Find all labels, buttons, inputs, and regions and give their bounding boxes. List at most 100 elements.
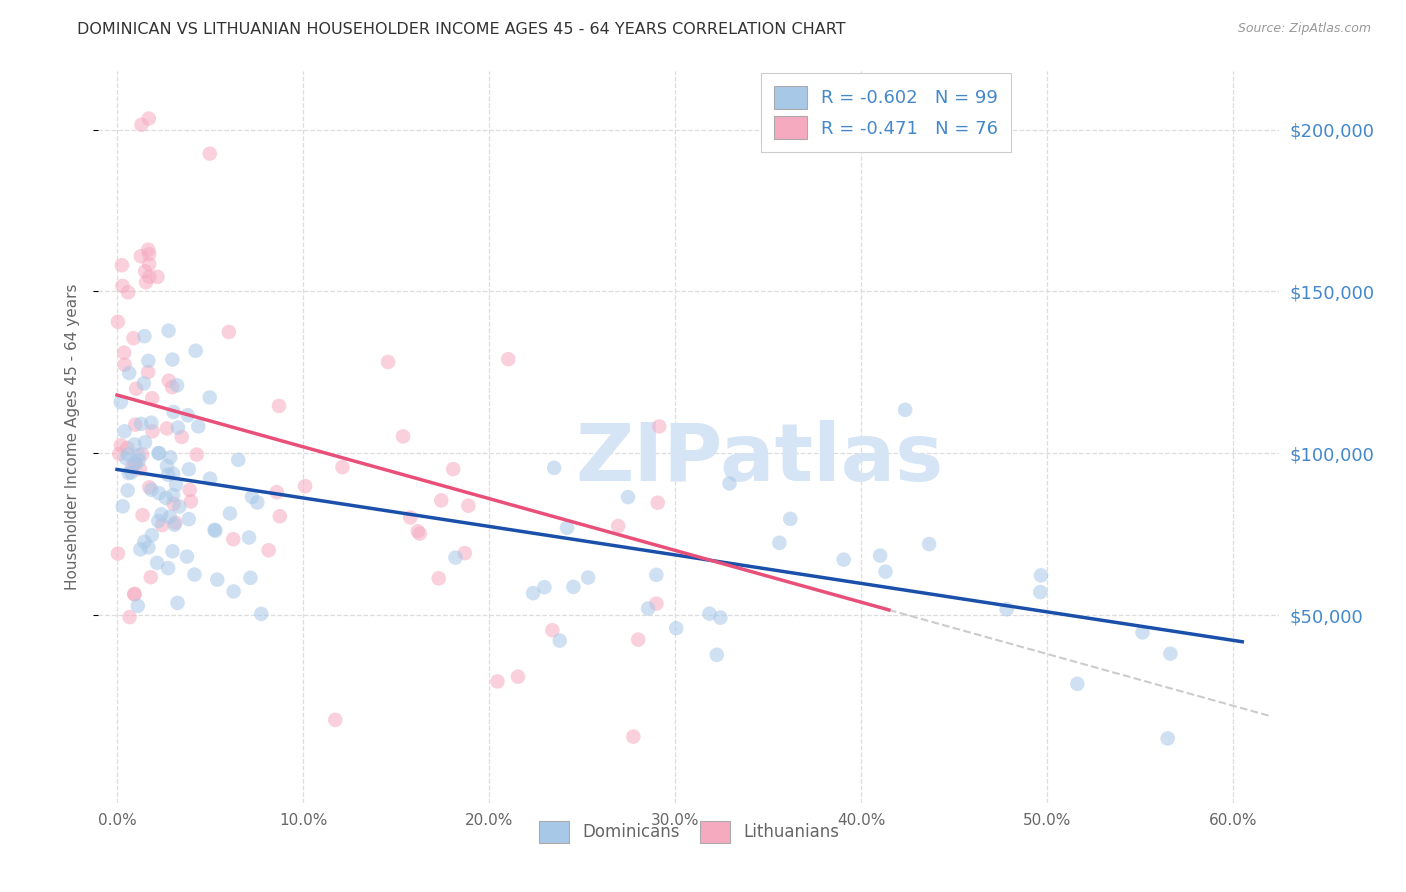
Point: [454, 546, 477, 560]
Point: [132, 376, 155, 391]
Point: [1066, 677, 1088, 691]
Point: [176, 549, 198, 564]
Point: [506, 670, 529, 684]
Point: [332, 460, 354, 475]
Point: [222, 584, 245, 599]
Point: [323, 713, 346, 727]
Point: [141, 528, 163, 542]
Point: [150, 508, 173, 522]
Point: [127, 448, 149, 462]
Point: [169, 500, 191, 514]
Point: [141, 483, 163, 497]
Point: [869, 549, 891, 563]
Point: [157, 324, 180, 338]
Point: [444, 550, 467, 565]
Point: [768, 535, 790, 549]
Point: [180, 494, 202, 508]
Point: [125, 382, 148, 396]
Point: [198, 391, 221, 405]
Legend: Dominicans, Lithuanians: Dominicans, Lithuanians: [533, 814, 845, 849]
Point: [160, 380, 183, 394]
Point: [541, 624, 564, 638]
Point: [555, 521, 578, 535]
Point: [522, 586, 544, 600]
Point: [832, 552, 855, 566]
Point: [267, 399, 290, 413]
Point: [129, 462, 152, 476]
Point: [177, 409, 200, 423]
Point: [627, 632, 650, 647]
Point: [111, 258, 134, 272]
Point: [159, 450, 181, 465]
Point: [617, 490, 640, 504]
Point: [204, 523, 226, 537]
Point: [246, 495, 269, 509]
Text: DOMINICAN VS LITHUANIAN HOUSEHOLDER INCOME AGES 45 - 64 YEARS CORRELATION CHART: DOMINICAN VS LITHUANIAN HOUSEHOLDER INCO…: [77, 22, 846, 37]
Point: [187, 419, 209, 434]
Point: [138, 247, 160, 261]
Point: [118, 610, 141, 624]
Point: [124, 587, 146, 601]
Point: [699, 607, 721, 621]
Text: Source: ZipAtlas.com: Source: ZipAtlas.com: [1237, 22, 1371, 36]
Point: [647, 496, 669, 510]
Point: [146, 269, 169, 284]
Point: [138, 257, 160, 271]
Point: [266, 485, 288, 500]
Point: [114, 358, 136, 372]
Point: [138, 112, 160, 126]
Point: [1132, 625, 1154, 640]
Point: [134, 329, 156, 343]
Point: [392, 429, 415, 443]
Point: [1029, 585, 1052, 599]
Point: [124, 456, 146, 470]
Point: [198, 146, 221, 161]
Point: [141, 416, 163, 430]
Point: [875, 565, 897, 579]
Point: [257, 543, 280, 558]
Point: [219, 507, 242, 521]
Point: [179, 483, 201, 497]
Point: [706, 648, 728, 662]
Point: [645, 597, 668, 611]
Point: [162, 488, 184, 502]
Point: [118, 466, 141, 480]
Point: [157, 374, 180, 388]
Point: [122, 587, 145, 601]
Point: [457, 499, 479, 513]
Point: [117, 483, 139, 498]
Point: [111, 278, 134, 293]
Point: [718, 476, 741, 491]
Point: [576, 570, 599, 584]
Point: [250, 607, 273, 621]
Point: [409, 526, 432, 541]
Point: [207, 573, 229, 587]
Point: [129, 249, 152, 263]
Point: [129, 542, 152, 557]
Point: [543, 460, 565, 475]
Point: [165, 477, 187, 491]
Point: [162, 497, 184, 511]
Point: [159, 509, 181, 524]
Point: [131, 508, 153, 522]
Point: [430, 493, 453, 508]
Point: [121, 459, 143, 474]
Point: [111, 500, 134, 514]
Point: [138, 541, 160, 555]
Point: [127, 599, 149, 613]
Point: [136, 243, 159, 257]
Point: [645, 567, 668, 582]
Point: [709, 610, 731, 624]
Point: [138, 269, 160, 284]
Point: [124, 417, 146, 432]
Point: [637, 601, 659, 615]
Point: [107, 547, 129, 561]
Point: [239, 571, 262, 585]
Point: [548, 633, 571, 648]
Point: [134, 435, 156, 450]
Point: [165, 516, 187, 530]
Point: [157, 561, 180, 575]
Point: [648, 419, 671, 434]
Point: [377, 355, 399, 369]
Point: [198, 472, 221, 486]
